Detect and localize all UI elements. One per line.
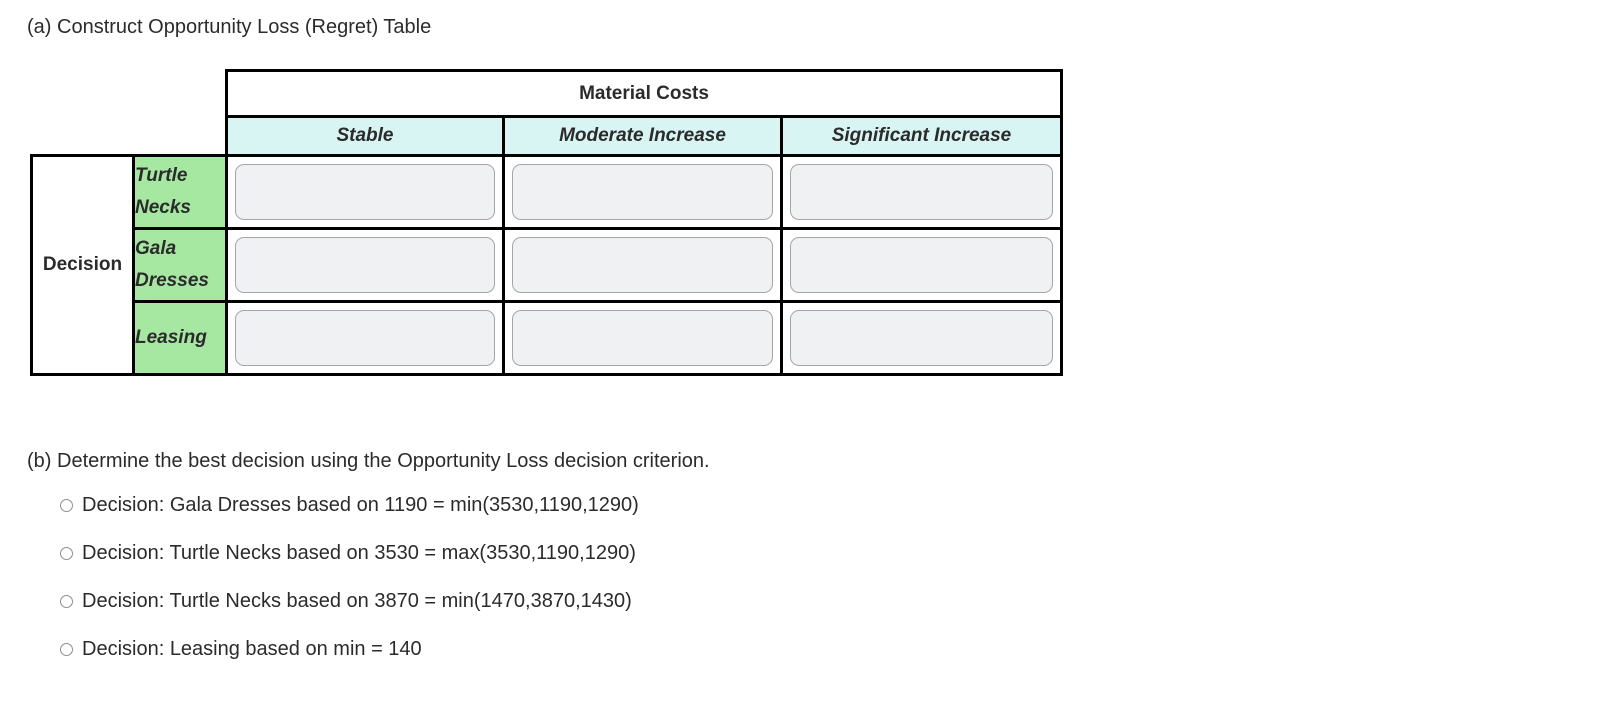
option-label: Decision: Turtle Necks based on 3530 = m… [82, 541, 636, 564]
radio-icon[interactable] [60, 642, 73, 656]
radio-icon[interactable] [60, 594, 73, 608]
decision-option-turtle-necks-min[interactable]: Decision: Turtle Necks based on 3870 = m… [60, 577, 1617, 625]
decision-option-leasing-min[interactable]: Decision: Leasing based on min = 140 [60, 625, 1617, 673]
regret-input-gala-dresses-significant-increase[interactable] [790, 237, 1053, 293]
option-label: Decision: Turtle Necks based on 3870 = m… [82, 589, 632, 612]
regret-table: Material Costs Stable Moderate Increase … [30, 69, 1063, 376]
regret-input-gala-dresses-moderate-increase[interactable] [512, 237, 773, 293]
section-a-title: (a) Construct Opportunity Loss (Regret) … [27, 16, 432, 38]
decision-option-turtle-necks-max[interactable]: Decision: Turtle Necks based on 3530 = m… [60, 529, 1617, 577]
state-header-stable: Stable [225, 115, 505, 157]
table-corner-spacer [32, 71, 227, 117]
state-header-significant-increase: Significant Increase [780, 115, 1063, 157]
regret-input-leasing-significant-increase[interactable] [790, 310, 1053, 366]
regret-input-gala-dresses-stable[interactable] [235, 237, 495, 293]
row-label-leasing: Leasing [132, 300, 228, 376]
material-costs-header: Material Costs [225, 69, 1063, 118]
state-header-moderate-increase: Moderate Increase [502, 115, 783, 157]
option-label: Decision: Gala Dresses based on 1190 = m… [82, 493, 639, 516]
section-b-title: (b) Determine the best decision using th… [27, 450, 710, 472]
radio-icon[interactable] [60, 546, 73, 560]
regret-input-turtle-necks-stable[interactable] [235, 164, 495, 220]
decision-option-gala-dresses-min[interactable]: Decision: Gala Dresses based on 1190 = m… [60, 481, 1617, 529]
decision-row-group-header: Decision [30, 154, 135, 376]
regret-input-leasing-stable[interactable] [235, 310, 495, 366]
row-label-turtle-necks: Turtle Necks [132, 154, 228, 230]
regret-input-turtle-necks-significant-increase[interactable] [790, 164, 1053, 220]
question-page: (a) Construct Opportunity Loss (Regret) … [27, 16, 1617, 673]
option-label: Decision: Leasing based on min = 140 [82, 637, 422, 660]
radio-icon[interactable] [60, 498, 73, 512]
regret-input-leasing-moderate-increase[interactable] [512, 310, 773, 366]
regret-input-turtle-necks-moderate-increase[interactable] [512, 164, 773, 220]
row-label-gala-dresses: Gala Dresses [132, 227, 228, 303]
table-corner-spacer [32, 117, 227, 156]
decision-options-group: Decision: Gala Dresses based on 1190 = m… [27, 481, 1617, 673]
